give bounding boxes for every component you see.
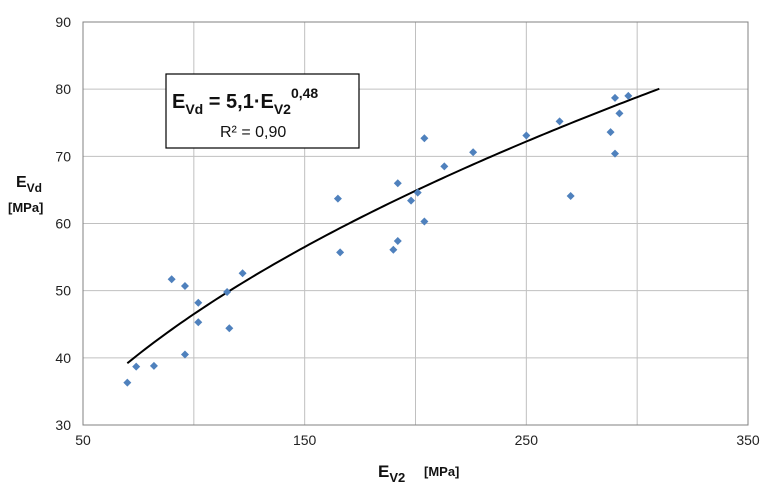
data-point	[238, 269, 247, 278]
x-axis-label-sub: V2	[389, 470, 405, 485]
y-tick-label: 50	[55, 283, 71, 299]
r-squared-text: R² = 0,90	[220, 124, 286, 141]
equation-exponent: 0,48	[291, 85, 318, 101]
data-point	[223, 288, 232, 297]
equation-lhs: E	[172, 91, 185, 113]
power-trendline	[126, 87, 660, 365]
data-point	[566, 191, 575, 200]
x-tick-label: 350	[736, 432, 760, 448]
data-point	[333, 194, 342, 203]
x-tick-label: 50	[75, 432, 91, 448]
x-axis-tick-labels: 50 150 250 350	[75, 432, 760, 448]
data-point	[180, 350, 189, 359]
data-point	[413, 188, 422, 197]
data-point	[194, 318, 203, 327]
data-point	[606, 128, 615, 137]
data-point	[123, 378, 132, 387]
data-point	[469, 148, 478, 157]
y-axis-label-sub: Vd	[27, 181, 42, 195]
y-tick-label: 70	[55, 148, 71, 164]
data-point	[615, 109, 624, 118]
data-point	[389, 245, 398, 254]
data-point	[225, 324, 234, 333]
data-point	[132, 362, 141, 371]
data-point	[167, 275, 176, 284]
data-point	[180, 281, 189, 290]
x-axis-label: EV2	[378, 462, 405, 485]
equation-text: EVd = 5,1·EV20,48	[172, 85, 318, 117]
y-tick-label: 40	[55, 350, 71, 366]
x-tick-label: 150	[293, 432, 317, 448]
equation-lhs-sub: Vd	[185, 101, 203, 117]
data-point	[336, 248, 345, 257]
equation-rhs-sub: V2	[274, 101, 291, 117]
y-tick-label: 80	[55, 81, 71, 97]
trendline-group	[126, 87, 660, 365]
y-tick-label: 30	[55, 417, 71, 433]
data-point	[194, 298, 203, 307]
x-axis-unit: [MPa]	[424, 464, 459, 479]
data-point	[611, 93, 619, 102]
plot-area-border	[82, 21, 749, 426]
data-point	[393, 179, 402, 188]
y-axis-label-main: E	[16, 174, 27, 191]
data-point	[149, 361, 158, 370]
data-point	[522, 131, 531, 140]
y-axis-tick-labels: 30 40 50 60 70 80 90	[55, 14, 71, 433]
y-axis-label: EVd	[16, 174, 42, 195]
equation-mid: = 5,1·E	[203, 91, 274, 113]
data-point	[624, 91, 633, 100]
equation-annotation: EVd = 5,1·EV20,48 R² = 0,90	[165, 73, 360, 149]
y-tick-label: 60	[55, 216, 71, 232]
equation-box	[165, 73, 360, 149]
data-point	[420, 134, 429, 143]
y-axis-unit: [MPa]	[8, 200, 43, 215]
data-point	[440, 162, 449, 171]
x-axis-label-main: E	[378, 462, 389, 481]
data-point	[393, 236, 402, 245]
data-point	[420, 217, 429, 226]
data-point	[555, 117, 564, 126]
x-tick-label: 250	[515, 432, 539, 448]
data-points	[123, 91, 633, 387]
data-point	[407, 196, 416, 205]
y-tick-label: 90	[55, 14, 71, 30]
data-point	[611, 149, 619, 158]
